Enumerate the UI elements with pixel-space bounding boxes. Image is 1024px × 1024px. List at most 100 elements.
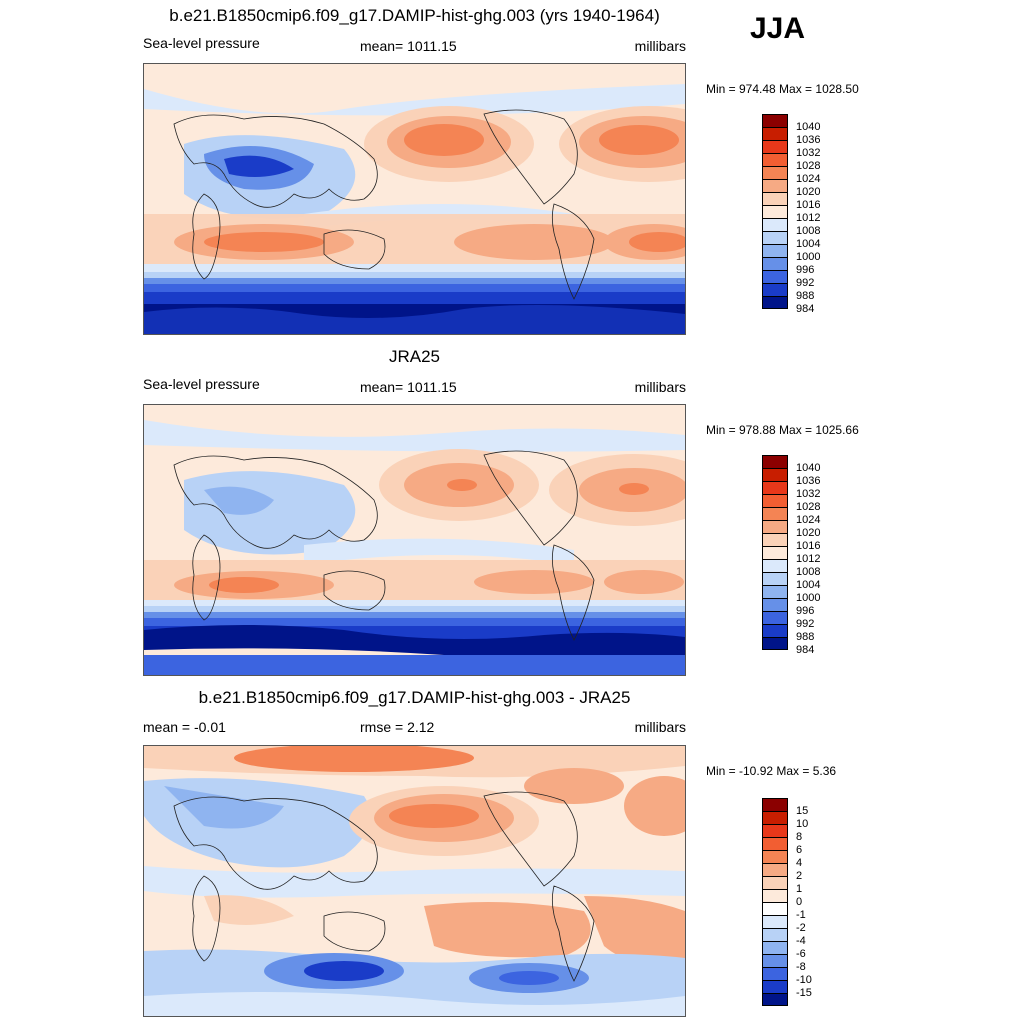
colorbar-label: 1020 <box>796 527 821 539</box>
colorbar-swatch <box>762 507 788 520</box>
colorbar-swatch <box>762 993 788 1006</box>
colorbar-swatch <box>762 546 788 559</box>
colorbar-swatch <box>762 637 788 650</box>
colorbar-swatch <box>762 218 788 231</box>
colorbar-swatch <box>762 572 788 585</box>
panel-title: JRA25 <box>388 347 441 366</box>
units-label: millibars <box>634 379 686 395</box>
variable-label: Sea-level pressure <box>143 35 260 51</box>
colorbar-swatch <box>762 837 788 850</box>
colorbar-label: 2 <box>796 870 803 882</box>
colorbar-swatch <box>762 824 788 837</box>
mean-label: mean = -0.01 <box>143 719 226 735</box>
colorbar-swatch <box>762 598 788 611</box>
variable-label: Sea-level pressure <box>143 376 260 392</box>
colorbar-label: 8 <box>796 831 803 843</box>
colorbar-swatch <box>762 850 788 863</box>
colorbar-label: 988 <box>796 631 815 643</box>
min-max-label: Min = -10.92 Max = 5.36 <box>706 764 837 778</box>
colorbar-label: -1 <box>796 909 806 921</box>
colorbar-label: 996 <box>796 264 815 276</box>
colorbar-swatch <box>762 611 788 624</box>
panel-model: b.e21.B1850cmip6.f09_g17.DAMIP-hist-ghg.… <box>0 0 1024 340</box>
colorbar-swatch <box>762 811 788 824</box>
colorbar-swatch <box>762 296 788 309</box>
units-label: millibars <box>634 719 686 735</box>
colorbar-swatch <box>762 270 788 283</box>
colorbar-swatch <box>762 166 788 179</box>
colorbar-label: 1008 <box>796 566 821 578</box>
map-model-svg <box>144 64 685 334</box>
colorbar-swatch <box>762 928 788 941</box>
colorbar-swatch <box>762 494 788 507</box>
colorbar-label: 984 <box>796 303 815 315</box>
map-reference <box>143 404 686 676</box>
colorbar-label: 984 <box>796 644 815 656</box>
colorbar-swatch <box>762 863 788 876</box>
colorbar-swatch <box>762 954 788 967</box>
colorbar-label: 15 <box>796 805 809 817</box>
colorbar-swatch <box>762 941 788 954</box>
colorbar-label: 1012 <box>796 553 821 565</box>
colorbar-swatch <box>762 192 788 205</box>
colorbar-label: 1000 <box>796 592 821 604</box>
colorbar-label: 0 <box>796 896 803 908</box>
colorbar-label: 1040 <box>796 462 821 474</box>
colorbar-label: -6 <box>796 948 806 960</box>
rmse-label: rmse = 2.12 <box>360 719 435 735</box>
colorbar-swatch <box>762 624 788 637</box>
panel-title: b.e21.B1850cmip6.f09_g17.DAMIP-hist-ghg.… <box>169 6 660 25</box>
map-model <box>143 63 686 335</box>
colorbar-swatch <box>762 153 788 166</box>
colorbar-swatch <box>762 179 788 192</box>
colorbar-label: -8 <box>796 961 806 973</box>
colorbar-swatch <box>762 520 788 533</box>
colorbar-swatch <box>762 533 788 546</box>
colorbar-swatch <box>762 231 788 244</box>
panel-reference: JRA25 Sea-level pressure mean= 1011.15 m… <box>0 341 1024 681</box>
map-difference-svg <box>144 746 685 1016</box>
colorbar-label: 988 <box>796 290 815 302</box>
colorbar-label: 1004 <box>796 238 821 250</box>
season-label: JJA <box>750 12 806 45</box>
colorbar-label: -15 <box>796 987 812 999</box>
colorbar-swatch <box>762 915 788 928</box>
colorbar-swatch <box>762 257 788 270</box>
colorbar-swatch <box>762 481 788 494</box>
colorbar-swatch <box>762 559 788 572</box>
colorbar-swatch <box>762 889 788 902</box>
colorbar-label: 1036 <box>796 475 821 487</box>
colorbar-label: 992 <box>796 277 815 289</box>
colorbar-label: -10 <box>796 974 812 986</box>
colorbar-label: 1028 <box>796 160 821 172</box>
colorbar-swatch <box>762 283 788 296</box>
colorbar-swatch <box>762 967 788 980</box>
colorbar-label: 1008 <box>796 225 821 237</box>
colorbar-label: 1024 <box>796 514 821 526</box>
panel-title: b.e21.B1850cmip6.f09_g17.DAMIP-hist-ghg.… <box>198 688 631 707</box>
mean-label: mean= 1011.15 <box>360 38 457 54</box>
colorbar-label: 1016 <box>796 199 821 211</box>
colorbar-swatch <box>762 876 788 889</box>
colorbar-label: 1028 <box>796 501 821 513</box>
colorbar-label: 1004 <box>796 579 821 591</box>
colorbar-label: 1032 <box>796 147 821 159</box>
colorbar-label: 4 <box>796 857 803 869</box>
colorbar-label: -2 <box>796 922 806 934</box>
colorbar-swatch <box>762 585 788 598</box>
colorbar-swatch <box>762 980 788 993</box>
colorbar-label: 1024 <box>796 173 821 185</box>
map-difference <box>143 745 686 1017</box>
colorbar-swatch <box>762 140 788 153</box>
colorbar-label: 1 <box>796 883 803 895</box>
colorbar-swatch <box>762 127 788 140</box>
colorbar-swatch <box>762 902 788 915</box>
colorbar-label: 996 <box>796 605 815 617</box>
colorbar-label: 1040 <box>796 121 821 133</box>
colorbar-label: 1012 <box>796 212 821 224</box>
colorbar-label: 1020 <box>796 186 821 198</box>
colorbar-label: 6 <box>796 844 803 856</box>
colorbar-swatch <box>762 205 788 218</box>
colorbar-swatch <box>762 468 788 481</box>
colorbar-label: 1032 <box>796 488 821 500</box>
